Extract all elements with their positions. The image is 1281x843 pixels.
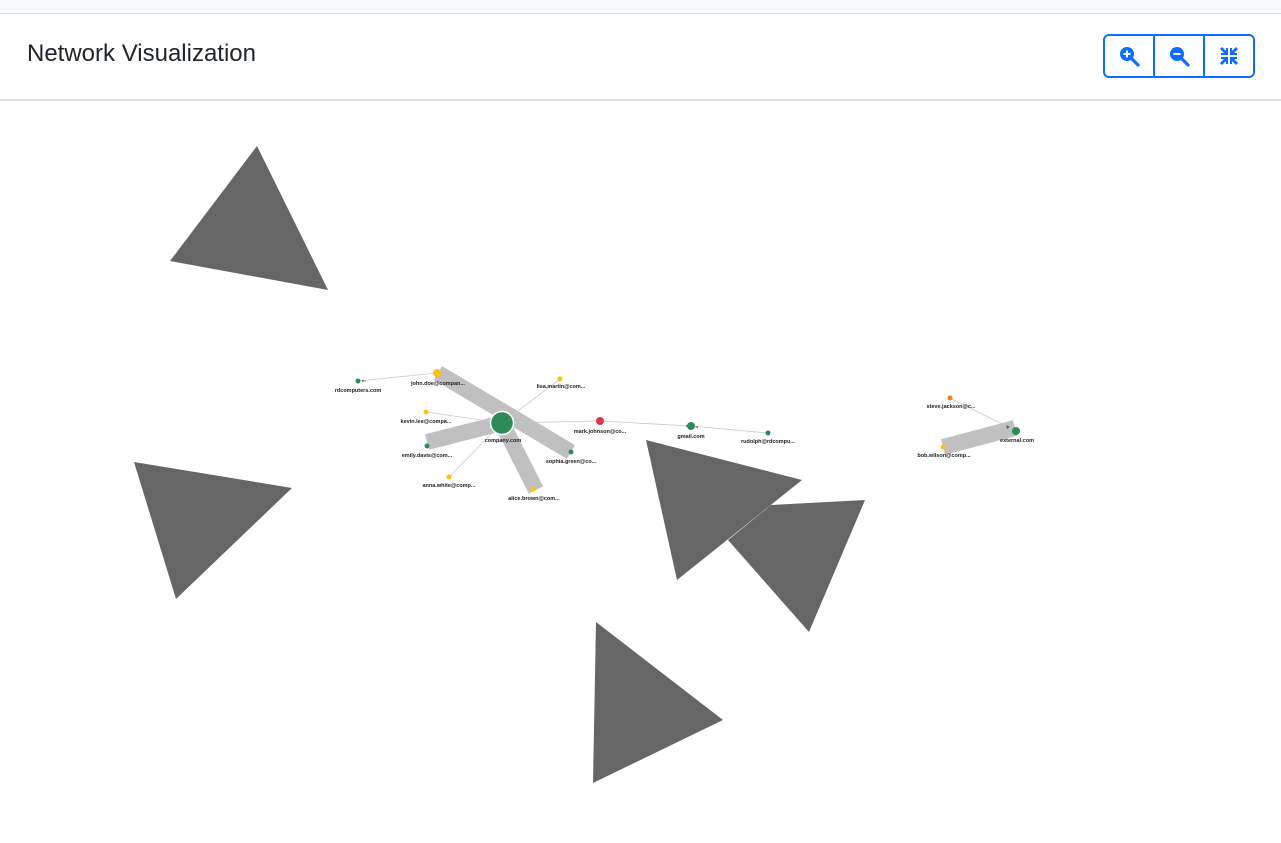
node-label: gmail.com xyxy=(677,434,704,440)
node-steve[interactable] xyxy=(947,395,953,401)
node-label: bob.wilson@comp... xyxy=(917,453,971,459)
arrowhead-shape xyxy=(134,462,292,599)
node-rdcomputers[interactable] xyxy=(355,378,361,384)
node-alice[interactable] xyxy=(530,486,536,492)
node-label: alice.brown@com... xyxy=(508,496,560,502)
node-external[interactable] xyxy=(1012,427,1020,435)
node-label: sophia.green@co... xyxy=(546,459,597,465)
node-emily[interactable] xyxy=(424,443,430,449)
node-bob[interactable] xyxy=(940,444,946,450)
zoom-in-icon xyxy=(1120,47,1140,67)
arrow-tick xyxy=(1006,425,1010,429)
nodes xyxy=(355,369,1020,492)
edge xyxy=(425,415,504,450)
edge xyxy=(940,420,1018,455)
zoom-out-button[interactable] xyxy=(1153,36,1203,76)
arrow-tick xyxy=(695,426,698,428)
node-sophia[interactable] xyxy=(568,449,574,455)
edge xyxy=(494,419,544,494)
node-mark[interactable] xyxy=(596,417,604,425)
node-label: john.doe@compan... xyxy=(410,381,465,387)
arrow-tick xyxy=(362,380,366,382)
zoom-out-icon xyxy=(1170,47,1190,67)
node-label: kevin.lee@compa... xyxy=(401,419,452,425)
top-strip xyxy=(0,0,1281,14)
node-rudolph[interactable] xyxy=(765,430,771,436)
node-label: company.com xyxy=(485,438,522,444)
node-label: anna.white@comp... xyxy=(422,483,476,489)
arrowhead-shape xyxy=(170,146,328,290)
arrowhead-shape xyxy=(646,440,802,580)
node-label: rudolph@rdcompu... xyxy=(741,439,795,445)
arrowhead-shape xyxy=(728,500,865,632)
node-kevin[interactable] xyxy=(423,409,429,415)
node-label: rdcomputers.com xyxy=(335,388,382,394)
edge xyxy=(599,420,692,427)
node-label: lisa.martin@com... xyxy=(537,384,586,390)
network-canvas[interactable]: company.com rdcomputers.com john.doe@com… xyxy=(0,101,1281,843)
node-gmail[interactable] xyxy=(687,422,695,430)
node-lisa[interactable] xyxy=(557,376,563,382)
zoom-in-button[interactable] xyxy=(1105,36,1153,76)
arrowhead-shapes xyxy=(134,146,865,783)
node-company[interactable] xyxy=(489,410,515,436)
node-john[interactable] xyxy=(433,369,441,377)
arrowhead-shape xyxy=(593,622,723,783)
edge xyxy=(357,372,438,382)
edge xyxy=(501,420,601,424)
node-anna[interactable] xyxy=(446,474,452,480)
edge xyxy=(949,397,1017,432)
node-labels: company.com rdcomputers.com john.doe@com… xyxy=(335,381,1034,502)
node-label: emily.davis@com... xyxy=(402,453,453,459)
edge xyxy=(448,422,503,478)
node-label: external.com xyxy=(1000,438,1034,444)
edge xyxy=(690,425,769,434)
edge xyxy=(425,411,503,424)
page-header: Network Visualization xyxy=(0,14,1281,101)
compress-icon xyxy=(1220,47,1238,65)
node-label: steve.jackson@c... xyxy=(926,404,976,410)
zoom-controls xyxy=(1103,34,1255,78)
page-title: Network Visualization xyxy=(27,40,256,67)
node-label: mark.johnson@co... xyxy=(574,429,627,435)
fit-view-button[interactable] xyxy=(1203,36,1253,76)
